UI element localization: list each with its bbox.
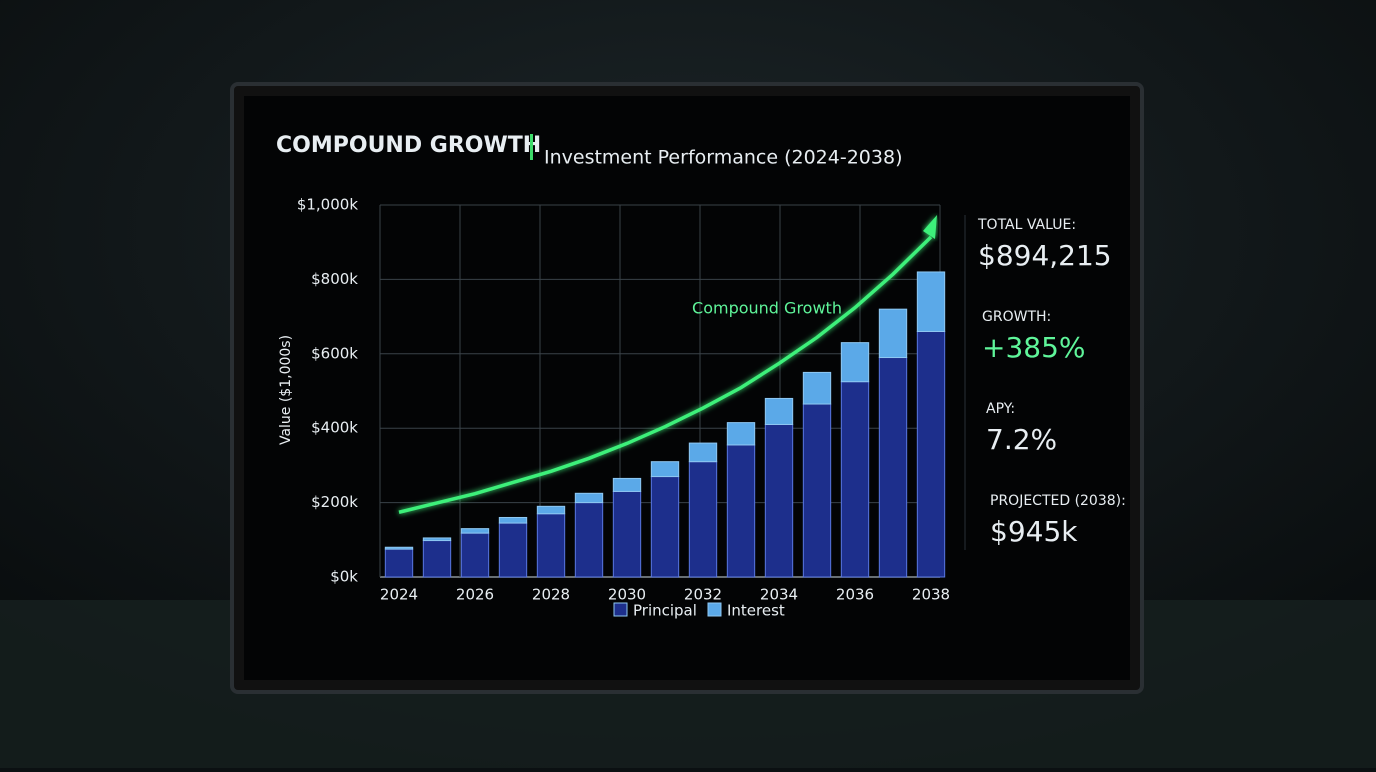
principal-bar — [916, 330, 946, 578]
legend-swatch — [613, 602, 628, 617]
x-tick-label: 2026 — [456, 586, 494, 604]
interest-bar — [650, 461, 680, 478]
interest-bar — [460, 528, 490, 534]
principal-bar — [498, 522, 528, 578]
principal-bar — [384, 548, 414, 578]
x-tick-label: 2032 — [684, 586, 722, 604]
x-tick-label: 2038 — [912, 586, 950, 604]
interest-bar — [384, 546, 414, 550]
principal-bar — [612, 490, 642, 578]
interest-bar — [612, 477, 642, 492]
stat-value: +385% — [982, 331, 1086, 364]
principal-bar — [878, 357, 908, 578]
legend-swatch — [707, 602, 722, 617]
stat-label: APY: — [986, 401, 1015, 417]
y-tick-label: $800k — [311, 270, 358, 288]
x-tick-label: 2030 — [608, 586, 646, 604]
legend-label: Interest — [727, 602, 785, 620]
stat-value: $945k — [990, 515, 1078, 548]
legend-label: Principal — [633, 602, 697, 620]
y-tick-label: $400k — [311, 419, 358, 437]
x-tick-label: 2036 — [836, 586, 874, 604]
principal-bar — [840, 381, 870, 578]
title-divider — [530, 134, 533, 160]
stat-value: 7.2% — [986, 423, 1057, 456]
stat-label: GROWTH: — [982, 309, 1051, 325]
interest-bar — [536, 505, 566, 515]
principal-bar — [764, 423, 794, 578]
x-tick-label: 2024 — [380, 586, 418, 604]
y-tick-label: $0k — [330, 568, 358, 586]
chart-subtitle: Investment Performance (2024-2038) — [544, 147, 903, 169]
interest-bar — [422, 537, 452, 542]
interest-bar — [802, 371, 832, 405]
trend-arrowhead — [923, 214, 937, 239]
stat-label: PROJECTED (2038): — [990, 493, 1126, 509]
interest-bar — [878, 308, 908, 359]
screen — [244, 96, 1130, 680]
principal-bar — [650, 476, 680, 578]
interest-bar — [840, 342, 870, 383]
annotation: Compound Growth — [692, 299, 842, 318]
interest-bar — [726, 422, 756, 446]
stat-value: $894,215 — [978, 239, 1112, 272]
principal-bar — [460, 532, 490, 578]
stat-label: TOTAL VALUE: — [977, 217, 1076, 233]
principal-bar — [536, 513, 566, 578]
interest-bar — [764, 397, 794, 425]
interest-bar — [574, 492, 604, 504]
principal-bar — [574, 502, 604, 578]
trend-curve — [398, 235, 933, 514]
principal-bar — [422, 540, 452, 578]
x-tick-label: 2034 — [760, 586, 798, 604]
y-tick-label: $1,000k — [297, 196, 358, 214]
interest-bar — [688, 442, 718, 463]
interest-bar — [916, 271, 946, 332]
y-tick-label: $200k — [311, 493, 358, 511]
x-tick-label: 2028 — [532, 586, 570, 604]
principal-bar — [688, 461, 718, 578]
interest-bar — [498, 516, 528, 524]
y-axis-label: Value ($1,000s) — [278, 335, 294, 445]
y-tick-label: $600k — [311, 344, 358, 362]
principal-bar — [802, 403, 832, 578]
chart-title: COMPOUND GROWTH — [276, 133, 541, 158]
principal-bar — [726, 444, 756, 578]
